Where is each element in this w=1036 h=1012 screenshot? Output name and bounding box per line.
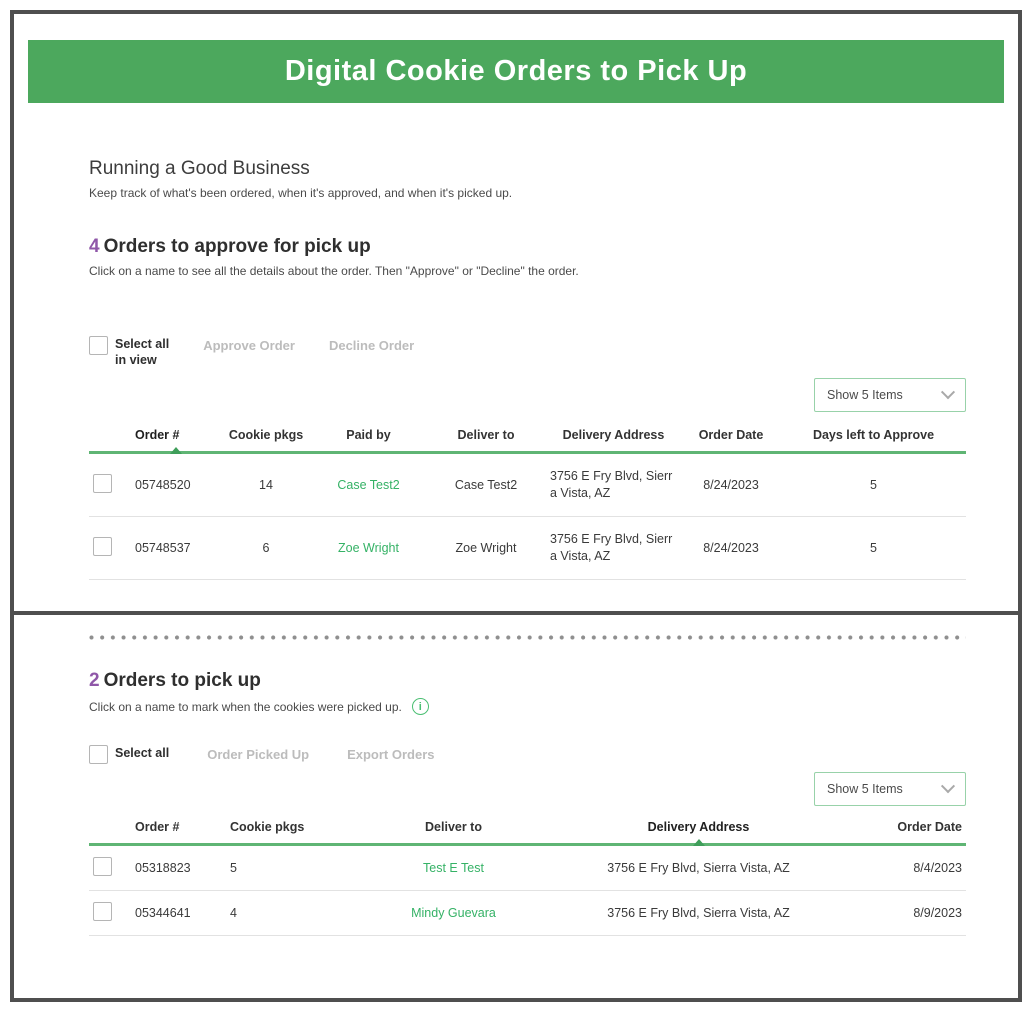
column-header-cookie-pkgs[interactable]: Cookie pkgs bbox=[221, 428, 311, 455]
days-left: 5 bbox=[781, 452, 966, 517]
show-items-value: Show 5 Items bbox=[827, 782, 903, 796]
column-header-paid-by[interactable]: Paid by bbox=[311, 428, 426, 455]
order-number: 05318823 bbox=[131, 844, 226, 891]
order-number: 05344641 bbox=[131, 890, 226, 936]
sort-ascending-icon bbox=[692, 839, 705, 846]
export-orders-button[interactable]: Export Orders bbox=[347, 747, 435, 762]
table-row: 05748537 6 Zoe Wright Zoe Wright 3756 E … bbox=[89, 516, 966, 580]
pickup-section-heading: 2 Orders to pick up bbox=[89, 670, 966, 692]
row-checkbox[interactable] bbox=[93, 536, 112, 556]
info-icon[interactable]: i bbox=[411, 698, 429, 715]
select-all-checkbox[interactable] bbox=[89, 336, 108, 355]
days-left: 5 bbox=[781, 516, 966, 580]
decline-order-button[interactable]: Decline Order bbox=[328, 338, 415, 353]
column-header-order-date[interactable]: Order Date bbox=[831, 820, 966, 846]
row-checkbox[interactable] bbox=[93, 474, 112, 494]
select-all-checkbox[interactable] bbox=[89, 745, 108, 764]
show-items-dropdown[interactable]: Show 5 Items bbox=[814, 772, 966, 806]
row-checkbox[interactable] bbox=[93, 857, 112, 876]
approve-order-button[interactable]: Approve Order bbox=[203, 338, 295, 353]
approve-heading-text: Orders to approve for pick up bbox=[103, 236, 371, 257]
sort-ascending-icon bbox=[170, 447, 182, 455]
cookie-pkgs: 6 bbox=[221, 516, 311, 580]
row-checkbox[interactable] bbox=[93, 902, 112, 921]
approve-description: Click on a name to see all the details a… bbox=[89, 264, 579, 278]
order-date: 8/4/2023 bbox=[831, 844, 966, 891]
pickup-orders-table: Order # Cookie pkgs Deliver to Delivery … bbox=[89, 820, 966, 936]
column-header-order[interactable]: Order # bbox=[131, 820, 226, 846]
cookie-pkgs: 14 bbox=[221, 452, 311, 517]
column-header-deliver-to[interactable]: Deliver to bbox=[426, 428, 546, 455]
select-all-label: Select all bbox=[115, 746, 170, 760]
intro-subheading: Keep track of what's been ordered, when … bbox=[89, 186, 513, 200]
select-all-label: Select all in view bbox=[115, 337, 170, 367]
column-header-cookie-pkgs[interactable]: Cookie pkgs bbox=[226, 820, 341, 846]
order-date: 8/9/2023 bbox=[831, 890, 966, 936]
column-header-days-left[interactable]: Days left to Approve bbox=[781, 428, 966, 455]
column-header-delivery-address[interactable]: Delivery Address bbox=[566, 820, 831, 846]
show-items-dropdown[interactable]: Show 5 Items bbox=[814, 378, 966, 413]
paid-by-link[interactable]: Case Test2 bbox=[311, 452, 426, 517]
table-row: 05318823 5 Test E Test 3756 E Fry Blvd, … bbox=[89, 844, 966, 891]
order-number: 05748520 bbox=[131, 452, 221, 517]
column-header-delivery-address[interactable]: Delivery Address bbox=[546, 428, 681, 455]
approve-toolbar: Select all in view Approve Order Decline … bbox=[89, 336, 966, 368]
chevron-down-icon bbox=[940, 779, 956, 794]
deliver-to: Case Test2 bbox=[426, 452, 546, 517]
table-row: 05344641 4 Mindy Guevara 3756 E Fry Blvd… bbox=[89, 890, 966, 936]
pickup-count: 2 bbox=[89, 670, 100, 691]
order-number: 05748537 bbox=[131, 516, 221, 580]
pickup-heading-text: Orders to pick up bbox=[103, 670, 261, 691]
order-date: 8/24/2023 bbox=[681, 452, 781, 517]
intro-heading: Running a Good Business bbox=[89, 158, 310, 179]
column-header-deliver-to[interactable]: Deliver to bbox=[341, 820, 566, 846]
column-header-order-date[interactable]: Order Date bbox=[681, 428, 781, 455]
cookie-pkgs: 5 bbox=[226, 844, 341, 891]
pickup-toolbar: Select all Order Picked Up Export Orders bbox=[89, 745, 966, 764]
cookie-pkgs: 4 bbox=[226, 890, 341, 936]
select-all: Select all bbox=[89, 745, 169, 764]
deliver-to-link[interactable]: Mindy Guevara bbox=[341, 890, 566, 936]
table-row: 05748520 14 Case Test2 Case Test2 3756 E… bbox=[89, 452, 966, 517]
select-all-in-view: Select all in view bbox=[89, 336, 169, 368]
dotted-separator bbox=[89, 635, 966, 640]
show-items-value: Show 5 Items bbox=[827, 388, 903, 403]
order-date: 8/24/2023 bbox=[681, 516, 781, 580]
pickup-panel: 2 Orders to pick up Click on a name to ma… bbox=[14, 615, 1018, 998]
approve-orders-table: Order # Cookie pkgs Paid by Deliver to D… bbox=[89, 428, 966, 580]
paid-by-link[interactable]: Zoe Wright bbox=[311, 516, 426, 580]
approve-section-heading: 4 Orders to approve for pick up bbox=[89, 236, 966, 258]
deliver-to-link[interactable]: Test E Test bbox=[341, 844, 566, 891]
chevron-down-icon bbox=[940, 385, 956, 400]
deliver-to: Zoe Wright bbox=[426, 516, 546, 580]
column-header-order[interactable]: Order # bbox=[131, 428, 221, 455]
approve-panel: Digital Cookie Orders to Pick Up Running… bbox=[14, 14, 1018, 615]
pickup-description-row: Click on a name to mark when the cookies… bbox=[89, 698, 966, 715]
pickup-description: Click on a name to mark when the cookies… bbox=[89, 699, 402, 714]
approve-count: 4 bbox=[89, 236, 100, 257]
page-title: Digital Cookie Orders to Pick Up bbox=[28, 40, 1004, 103]
page-frame: Digital Cookie Orders to Pick Up Running… bbox=[10, 10, 1022, 1002]
delivery-address: 3756 E Fry Blvd, Sierra Vista, AZ bbox=[566, 890, 831, 936]
delivery-address: 3756 E Fry Blvd, Sierra Vista, AZ bbox=[566, 844, 831, 891]
order-picked-up-button[interactable]: Order Picked Up bbox=[207, 747, 310, 762]
